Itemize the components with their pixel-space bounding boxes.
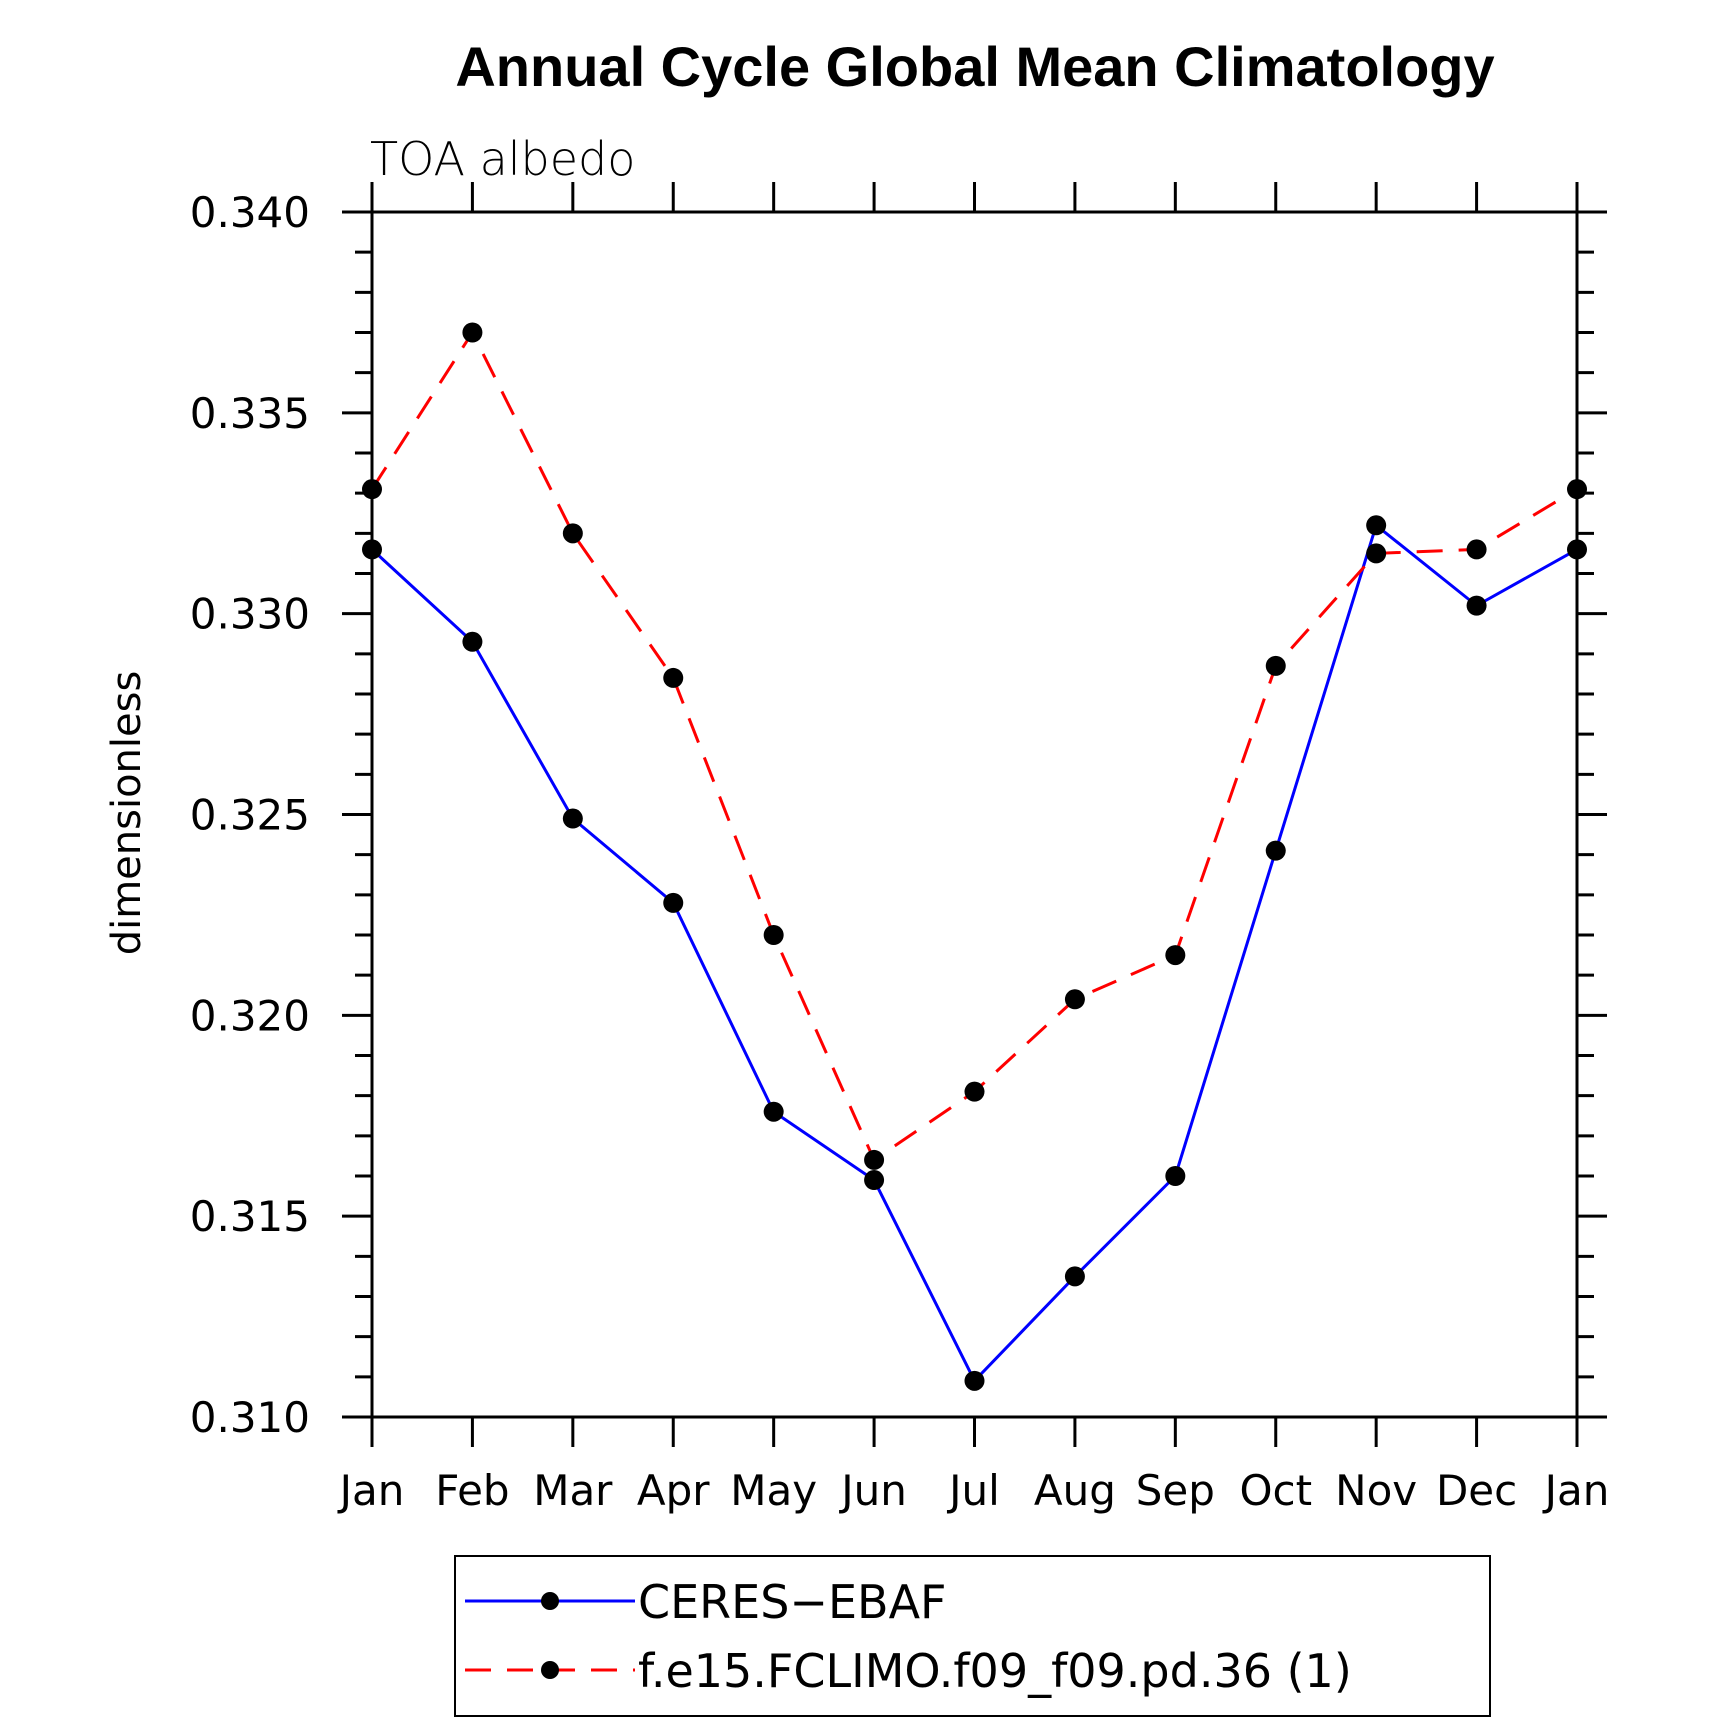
series-1-point-7	[1064, 989, 1085, 1010]
series-0-point-10	[1366, 515, 1387, 536]
x-tick-label-5: Jun	[838, 1466, 907, 1515]
series-0-point-12	[1567, 539, 1587, 560]
x-tick-label-12: Jan	[1542, 1466, 1610, 1515]
series-1-point-6	[964, 1081, 985, 1102]
y-tick-label-3: 0.325	[190, 791, 310, 840]
legend: CERES−EBAF f.e15.FCLIMO.f09_f09.pd.36 (1…	[454, 1555, 1491, 1717]
series-1-point-0	[362, 479, 382, 500]
series-1-point-2	[562, 523, 583, 544]
legend-label-ceres: CERES−EBAF	[638, 1575, 947, 1629]
x-tick-label-9: Oct	[1239, 1466, 1312, 1515]
x-tick-label-7: Aug	[1034, 1466, 1116, 1515]
x-tick-label-3: Apr	[637, 1466, 710, 1515]
x-tick-label-6: Jul	[946, 1466, 1000, 1515]
y-tick-label-2: 0.330	[190, 590, 310, 639]
series-0-point-9	[1265, 840, 1286, 861]
series-0-point-8	[1165, 1166, 1186, 1186]
x-tick-label-8: Sep	[1136, 1466, 1215, 1515]
series-0-point-0	[362, 539, 382, 560]
x-tick-label-1: Feb	[435, 1466, 509, 1515]
x-tick-label-4: May	[730, 1466, 817, 1515]
series-1-point-10	[1366, 543, 1387, 564]
x-tick-label-0: Jan	[337, 1466, 405, 1515]
legend-box	[454, 1555, 1491, 1717]
legend-marker-ceres	[541, 1592, 559, 1610]
series-1-point-3	[663, 667, 684, 688]
series-line-0	[370, 522, 1578, 1384]
series-0-point-6	[964, 1370, 985, 1391]
series-0-point-4	[763, 1101, 784, 1122]
series-1-point-4	[763, 925, 784, 945]
series-1-point-9	[1265, 655, 1286, 676]
y-tick-label-1: 0.335	[190, 389, 310, 438]
x-tick-label-11: Dec	[1436, 1466, 1517, 1515]
series-1-point-11	[1466, 539, 1487, 560]
legend-label-model: f.e15.FCLIMO.f09_f09.pd.36 (1)	[638, 1644, 1352, 1698]
series-0-point-2	[562, 808, 583, 829]
y-axis-label: dimensionless	[104, 671, 150, 956]
series-1-point-5	[864, 1149, 885, 1170]
data-series	[362, 322, 1587, 1391]
x-tick-label-10: Nov	[1335, 1466, 1417, 1515]
series-0-point-11	[1466, 595, 1487, 616]
x-tick-labels: Jan Feb Mar Apr May Jun Jul Aug Sep Oct Nov Dec Jan	[337, 1466, 1610, 1515]
series-1-point-12	[1567, 479, 1587, 500]
series-0-point-1	[462, 631, 483, 652]
y-tick-label-4: 0.320	[190, 991, 310, 1040]
y-tick-label-5: 0.315	[190, 1192, 310, 1241]
series-1	[370, 329, 1578, 1163]
plot-frame	[370, 210, 1579, 1419]
series-0	[370, 522, 1578, 1384]
axis-ticks	[342, 182, 1607, 1447]
chart-title: Annual Cycle Global Mean Climatology	[455, 35, 1494, 98]
series-0-point-3	[663, 892, 684, 913]
y-tick-labels: 0.340 0.335 0.330 0.325 0.320 0.315 0.310	[190, 188, 310, 1442]
chart-subtitle: TOA albedo	[370, 132, 635, 186]
x-tick-label-2: Mar	[533, 1466, 613, 1515]
legend-marker-model	[541, 1661, 559, 1679]
series-line-1	[370, 329, 1578, 1163]
y-tick-label-0: 0.340	[190, 188, 310, 237]
series-0-point-5	[864, 1170, 885, 1191]
series-0-point-7	[1064, 1266, 1085, 1287]
y-tick-label-6: 0.310	[190, 1393, 310, 1442]
series-1-point-1	[462, 322, 483, 343]
series-1-point-8	[1165, 945, 1186, 966]
